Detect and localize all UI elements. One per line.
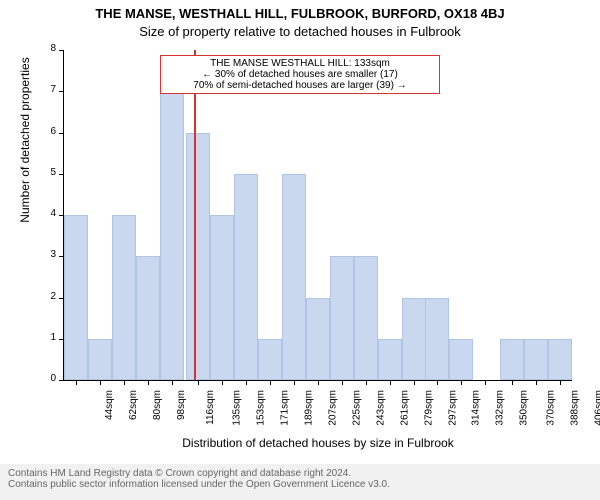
x-tick-label: 243sqm xyxy=(376,390,387,426)
histogram-bar xyxy=(112,215,136,380)
histogram-bar xyxy=(186,133,210,381)
footer-line: Contains HM Land Registry data © Crown c… xyxy=(8,468,592,479)
info-box-line: THE MANSE WESTHALL HILL: 133sqm xyxy=(167,58,433,69)
x-tick-label: 279sqm xyxy=(424,390,435,426)
y-axis-label: Number of detached properties xyxy=(18,0,32,305)
x-tick-label: 116sqm xyxy=(205,390,216,425)
x-tick-label: 332sqm xyxy=(495,390,506,426)
y-tick-label: 2 xyxy=(36,291,56,302)
x-tick-label: 225sqm xyxy=(352,390,363,426)
histogram-bar xyxy=(306,298,330,381)
histogram-bar xyxy=(402,298,426,381)
histogram-bar xyxy=(449,339,473,380)
x-tick-label: 153sqm xyxy=(255,390,266,426)
highlight-info-box: THE MANSE WESTHALL HILL: 133sqm← 30% of … xyxy=(160,55,440,94)
x-tick-label: 350sqm xyxy=(519,390,530,426)
y-tick-label: 5 xyxy=(36,167,56,178)
chart-subtitle: Size of property relative to detached ho… xyxy=(0,24,600,39)
x-tick-label: 62sqm xyxy=(128,390,139,420)
histogram-bar xyxy=(160,91,184,380)
x-tick-label: 207sqm xyxy=(328,390,339,426)
histogram-bar xyxy=(210,215,234,380)
histogram-bar xyxy=(282,174,306,380)
y-tick-label: 0 xyxy=(36,373,56,384)
histogram-bar xyxy=(524,339,548,380)
x-tick-label: 98sqm xyxy=(176,390,187,420)
info-box-line: 70% of semi-detached houses are larger (… xyxy=(167,80,433,91)
histogram-bar xyxy=(136,256,160,380)
histogram-bar xyxy=(64,215,88,380)
x-tick-label: 314sqm xyxy=(471,390,482,426)
histogram-bar xyxy=(548,339,572,380)
y-tick-label: 1 xyxy=(36,332,56,343)
x-tick-label: 261sqm xyxy=(400,390,411,426)
info-box-line: ← 30% of detached houses are smaller (17… xyxy=(167,69,433,80)
chart-main-title: THE MANSE, WESTHALL HILL, FULBROOK, BURF… xyxy=(0,6,600,21)
x-tick-label: 388sqm xyxy=(569,390,580,426)
x-tick-label: 135sqm xyxy=(231,390,242,426)
x-tick-label: 370sqm xyxy=(545,390,556,426)
y-tick-label: 6 xyxy=(36,126,56,137)
histogram-bar xyxy=(425,298,449,381)
histogram-bar xyxy=(258,339,282,380)
footer-attribution: Contains HM Land Registry data © Crown c… xyxy=(0,464,600,500)
x-tick-label: 44sqm xyxy=(104,390,115,420)
x-axis-label: Distribution of detached houses by size … xyxy=(64,436,572,450)
histogram-bar xyxy=(234,174,258,380)
histogram-bar xyxy=(330,256,354,380)
y-tick-label: 4 xyxy=(36,208,56,219)
histogram-bar xyxy=(354,256,378,380)
y-tick-label: 3 xyxy=(36,249,56,260)
histogram-bar xyxy=(88,339,112,380)
histogram-bar xyxy=(378,339,402,380)
x-tick-label: 171sqm xyxy=(279,390,290,426)
y-tick-label: 7 xyxy=(36,84,56,95)
footer-line: Contains public sector information licen… xyxy=(8,479,592,490)
x-tick-label: 189sqm xyxy=(303,390,314,426)
y-tick-label: 8 xyxy=(36,43,56,54)
x-tick-label: 80sqm xyxy=(152,390,163,420)
x-tick-label: 297sqm xyxy=(448,390,459,426)
x-tick-label: 406sqm xyxy=(594,390,600,426)
histogram-bar xyxy=(500,339,524,380)
plot-area xyxy=(64,50,572,380)
highlight-marker-line xyxy=(194,50,196,380)
